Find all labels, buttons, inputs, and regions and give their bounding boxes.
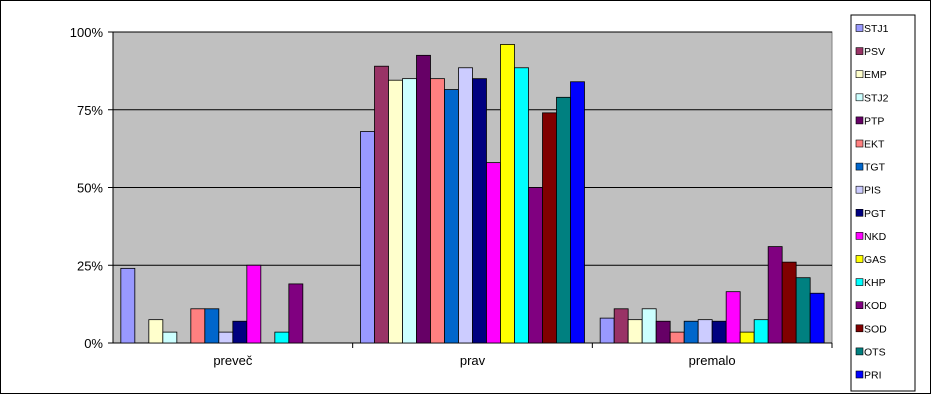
legend-swatch-pis (855, 185, 864, 194)
legend-label-tgt: TGT (864, 162, 886, 174)
bar-ots-2 (795, 277, 811, 344)
legend-swatch-ptp (855, 116, 864, 125)
bar-ekt-0 (190, 308, 206, 344)
legend-swatch-stj2 (855, 93, 864, 102)
bar-khp-1 (514, 67, 529, 344)
bar-pgt-2 (711, 320, 727, 344)
legend-swatch-gas (855, 255, 864, 263)
bar-pis-1 (458, 67, 473, 344)
x-tick-label: premalo (689, 353, 736, 368)
bar-ots-1 (556, 96, 571, 344)
bar-sod-1 (542, 112, 557, 344)
legend-swatch-nkd (855, 232, 864, 240)
legend-swatch-pri (855, 370, 864, 379)
bar-pis-0 (218, 331, 234, 344)
legend-swatch-kod (855, 301, 864, 310)
bar-stj2-0 (162, 331, 178, 344)
legend-label-ptp: PTP (864, 115, 884, 127)
legend-label-emp: EMP (864, 69, 887, 81)
legend-label-pis: PIS (864, 185, 881, 197)
bar-stj2-2 (641, 308, 657, 344)
bar-emp-2 (627, 319, 643, 344)
bar-ptp-2 (655, 320, 671, 344)
legend-swatch-psv (855, 47, 864, 55)
bar-nkd-1 (486, 162, 501, 344)
legend-swatch-emp (855, 70, 864, 78)
legend-swatch-ekt (855, 139, 864, 148)
bar-tgt-2 (683, 320, 699, 344)
legend-label-gas: GAS (864, 254, 886, 266)
bar-gas-2 (739, 331, 755, 344)
bar-khp-2 (753, 319, 769, 344)
bar-nkd-0 (246, 264, 262, 344)
legend-label-pgt: PGT (864, 208, 886, 220)
bar-pis-2 (697, 319, 713, 344)
legend-label-pri: PRI (864, 370, 882, 382)
y-tick-label: 50% (77, 181, 103, 196)
bar-khp-0 (274, 331, 290, 344)
legend-label-nkd: NKD (864, 231, 887, 243)
bar-kod-1 (528, 187, 543, 344)
legend-label-kod: KOD (864, 300, 887, 312)
bar-psv-1 (374, 65, 389, 344)
legend-swatch-stj1 (855, 24, 864, 32)
bar-pri-2 (809, 292, 825, 344)
legend-label-stj1: STJ1 (864, 23, 889, 35)
bar-ekt-1 (430, 78, 445, 344)
bar-tgt-1 (444, 89, 459, 344)
bar-ptp-1 (416, 54, 431, 344)
y-tick-label: 100% (70, 25, 104, 40)
legend-label-psv: PSV (864, 46, 885, 58)
bar-emp-0 (148, 319, 164, 344)
x-tick-label: prav (460, 353, 486, 368)
bar-gas-1 (500, 44, 515, 344)
bar-nkd-2 (725, 291, 741, 344)
bar-sod-2 (781, 261, 797, 344)
legend-label-stj2: STJ2 (864, 92, 889, 104)
x-tick-label: preveč (213, 353, 253, 368)
y-tick-label: 25% (77, 258, 103, 273)
bar-stj2-1 (402, 78, 417, 344)
bar-psv-2 (613, 308, 629, 344)
bar-pgt-1 (472, 78, 487, 344)
y-tick-label: 0% (84, 336, 103, 351)
bar-kod-0 (288, 283, 304, 344)
legend-swatch-sod (855, 324, 864, 333)
bar-tgt-0 (204, 308, 220, 344)
bar-stj1-2 (599, 317, 615, 344)
bar-stj1-1 (360, 131, 375, 344)
legend-swatch-ots (855, 347, 864, 356)
bar-stj1-0 (120, 267, 136, 344)
bar-pgt-0 (232, 320, 248, 344)
legend-label-ekt: EKT (864, 139, 885, 151)
bar-kod-2 (767, 246, 783, 344)
legend-label-sod: SOD (864, 323, 887, 335)
bar-ekt-2 (669, 331, 685, 344)
legend-label-ots: OTS (864, 346, 886, 358)
legend-swatch-pgt (855, 209, 864, 217)
y-tick-label: 75% (77, 103, 103, 118)
legend-swatch-tgt (855, 162, 864, 171)
legend-swatch-khp (855, 278, 864, 286)
legend-label-khp: KHP (864, 277, 886, 289)
bar-emp-1 (388, 79, 403, 344)
bar-pri-1 (570, 81, 585, 344)
